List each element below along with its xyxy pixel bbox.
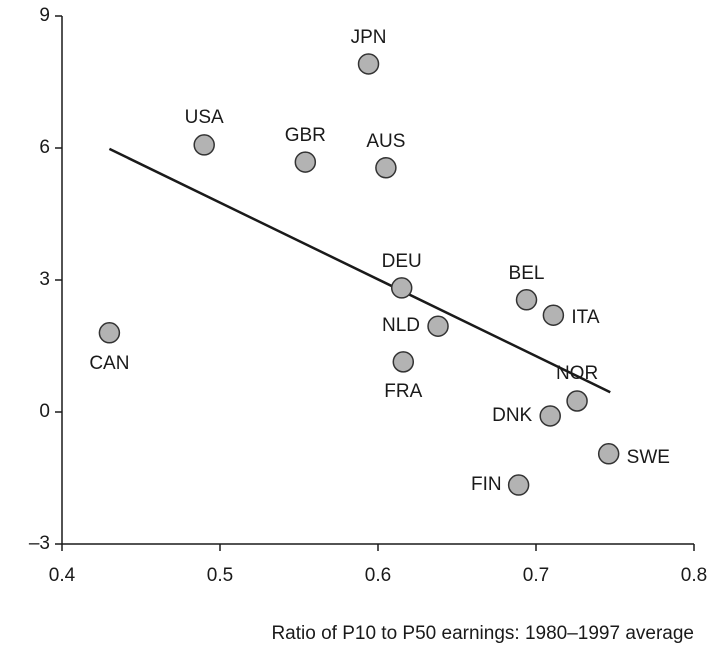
point (193, 134, 215, 156)
x-tick-label: 0.8 (681, 565, 707, 586)
point (539, 405, 561, 427)
point-label: DEU (382, 251, 422, 272)
point (392, 351, 415, 373)
point (542, 304, 565, 326)
point-label: USA (185, 107, 224, 128)
point (597, 443, 620, 465)
y-tick-label: 9 (39, 5, 50, 26)
point-label: NOR (556, 363, 598, 384)
x-tick-label: 0.4 (49, 565, 76, 586)
point (390, 277, 413, 299)
point-label: SWE (627, 447, 670, 468)
x-tick-label: 0.6 (365, 565, 391, 586)
point-label: FIN (471, 474, 502, 495)
point (375, 157, 397, 179)
point (357, 53, 380, 75)
point (507, 474, 530, 496)
point (566, 390, 588, 412)
point-label: JPN (351, 27, 387, 48)
point-label: FRA (384, 381, 422, 402)
point-label: GBR (285, 125, 326, 146)
trend-line (108, 147, 611, 394)
point-label: ITA (571, 307, 599, 328)
point (515, 289, 538, 311)
y-tick-label: 3 (39, 269, 50, 290)
point (294, 151, 317, 173)
x-tick-label: 0.7 (523, 565, 549, 586)
point (98, 322, 121, 344)
point-label: DNK (492, 405, 532, 426)
point-label: BEL (509, 263, 545, 284)
x-tick-label: 0.5 (207, 565, 233, 586)
point (427, 315, 449, 337)
point-label: AUS (366, 131, 405, 152)
point-label: CAN (89, 353, 129, 374)
point-label: NLD (382, 315, 420, 336)
y-tick-label: 6 (39, 137, 50, 158)
y-tick-label: –3 (29, 533, 50, 554)
y-tick-label: 0 (39, 401, 50, 422)
x-axis-label: Ratio of P10 to P50 earnings: 1980–1997 … (271, 623, 694, 644)
